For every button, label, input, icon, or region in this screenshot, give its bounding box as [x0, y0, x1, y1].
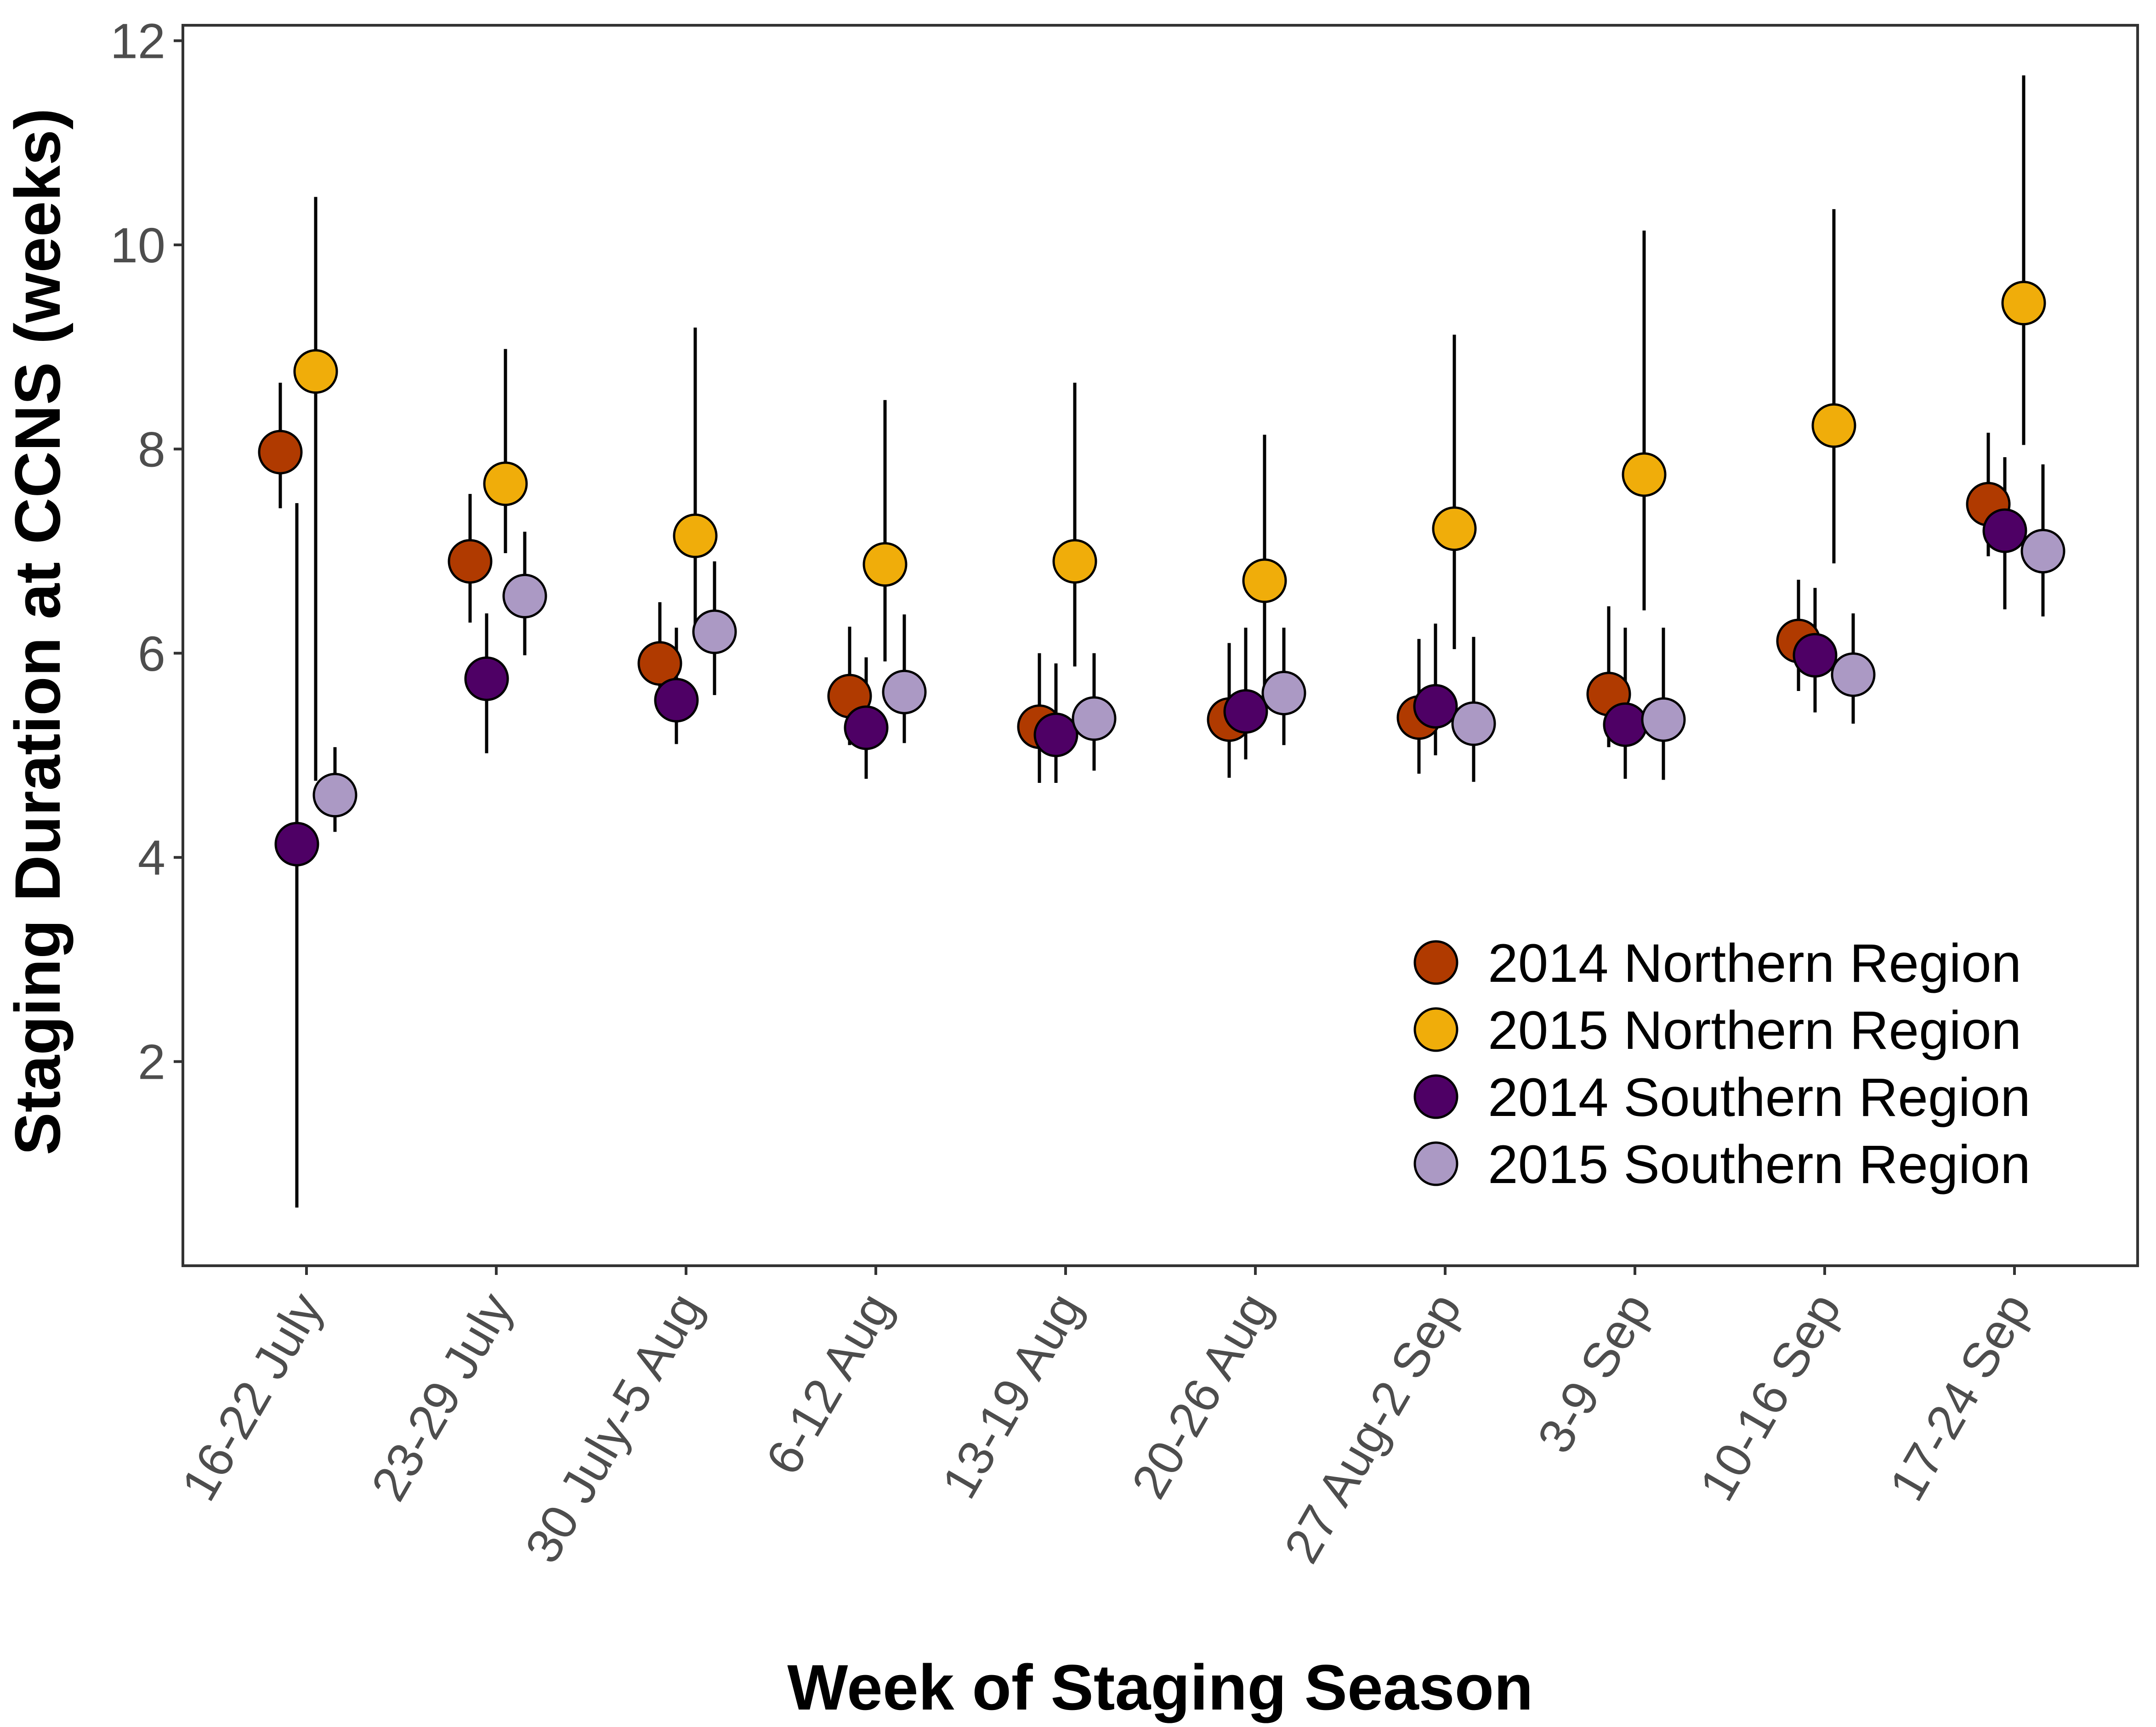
data-point [1033, 713, 1078, 758]
x-tick-label: 6-12 Aug [755, 1284, 902, 1484]
x-tick-label: 27 Aug-2 Sep [1273, 1284, 1472, 1572]
data-point [1072, 696, 1117, 741]
data-point [1603, 702, 1648, 747]
y-tick-label: 6 [138, 626, 165, 681]
data-point [1451, 701, 1496, 746]
y-tick-label: 8 [138, 421, 165, 477]
legend-swatch [1413, 940, 1458, 985]
data-point [464, 656, 509, 701]
x-tick-label: 23-29 July [360, 1284, 523, 1510]
data-point [293, 349, 338, 394]
legend-swatch [1413, 1007, 1458, 1052]
data-point [2020, 529, 2065, 574]
data-point [1641, 697, 1686, 742]
data-point [1242, 558, 1287, 603]
data-point [654, 678, 699, 723]
data-point [1052, 539, 1097, 584]
data-point [502, 573, 547, 618]
x-tick-label: 17-24 Sep [1878, 1284, 2041, 1510]
legend-swatch [1413, 1074, 1458, 1119]
data-point [1223, 689, 1268, 734]
data-point [637, 641, 682, 686]
data-point [692, 609, 737, 654]
data-point [1811, 403, 1856, 448]
data-point [673, 513, 718, 558]
y-axis: 2 4 6 8 10 12 [110, 13, 183, 1090]
data-point [448, 539, 493, 584]
data-point [312, 773, 357, 818]
data-point [862, 542, 908, 587]
data-point [1622, 452, 1667, 497]
data-point [483, 461, 528, 506]
data-point [1261, 670, 1306, 715]
x-tick-label: 13-19 Aug [931, 1284, 1092, 1507]
x-tick-label: 20-26 Aug [1121, 1284, 1282, 1507]
y-tick-label: 12 [110, 13, 165, 69]
data-point [1982, 508, 2027, 553]
data-point [1831, 652, 1876, 697]
x-tick-label: 30 July-5 Aug [514, 1284, 713, 1572]
data-point [1413, 684, 1458, 729]
y-axis-title: Staging Duration at CCNS (weeks) [1, 108, 74, 1155]
data-point [258, 430, 303, 475]
legend-label: 2014 Southern Region [1488, 1067, 2031, 1128]
y-tick-label: 10 [110, 217, 165, 273]
y-tick-label: 4 [138, 830, 165, 885]
data-point [844, 705, 889, 750]
x-tick-label: 16-22 July [170, 1284, 333, 1510]
x-axis-title: Week of Staging Season [787, 1651, 1533, 1723]
x-tick-label: 10-16 Sep [1689, 1284, 1851, 1510]
y-tick-label: 2 [138, 1034, 165, 1090]
data-point [882, 669, 927, 714]
data-point [1432, 506, 1477, 551]
x-tick-label: 3-9 Sep [1526, 1284, 1662, 1462]
legend-label: 2014 Northern Region [1488, 933, 2021, 994]
legend-swatch [1413, 1141, 1458, 1186]
data-points [258, 281, 2065, 866]
data-point [1793, 633, 1838, 678]
legend-label: 2015 Northern Region [1488, 1000, 2021, 1061]
legend-label: 2015 Southern Region [1488, 1134, 2031, 1195]
data-point [2001, 281, 2046, 326]
data-point [274, 821, 319, 866]
